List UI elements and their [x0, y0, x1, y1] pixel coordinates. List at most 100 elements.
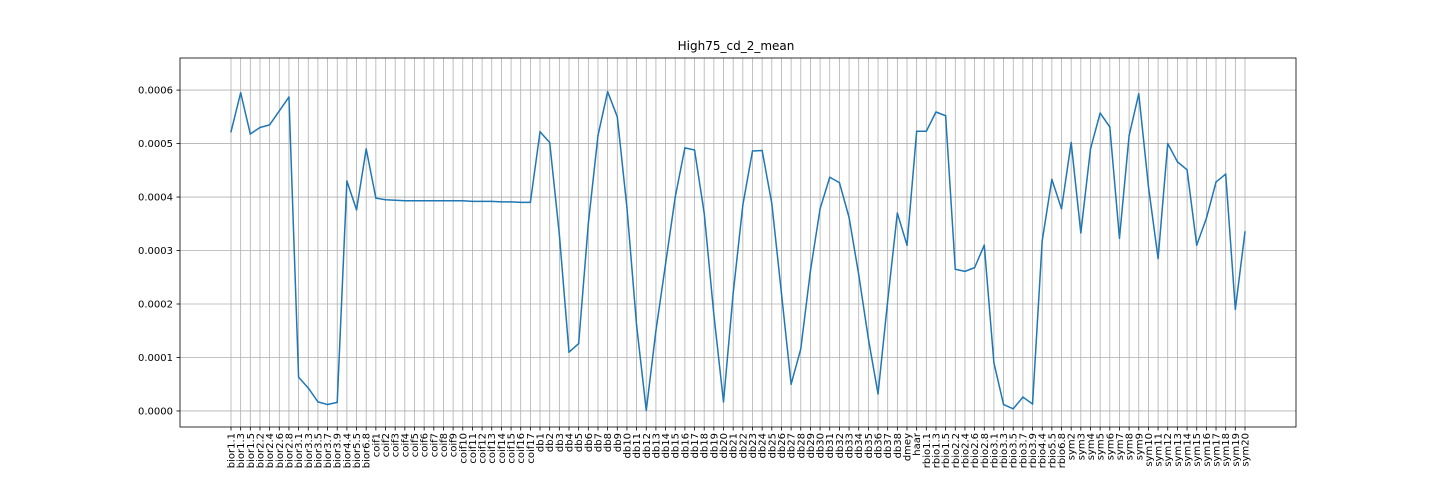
y-tick-label: 0.0003 — [138, 246, 173, 257]
x-tick-label: rbio4.4 — [1038, 433, 1049, 468]
series-line — [230, 90, 1246, 412]
x-tick-label: db12 — [642, 433, 653, 458]
x-tick-label: coif11 — [468, 433, 479, 464]
data-point — [1138, 93, 1140, 95]
data-point — [674, 196, 676, 198]
x-tick-label: bior3.5 — [313, 433, 324, 468]
data-point — [1215, 181, 1217, 183]
data-point — [230, 131, 232, 133]
data-point — [1012, 408, 1014, 410]
x-tick-label: coif13 — [487, 433, 498, 464]
data-point — [442, 200, 445, 202]
x-tick-label: rbio1.3 — [931, 433, 942, 468]
data-point — [809, 270, 812, 272]
grid-lines — [180, 58, 1296, 427]
x-tick-label: db9 — [613, 433, 624, 452]
x-tick-label: bior5.5 — [352, 433, 363, 468]
x-tick-label: coif7 — [429, 433, 440, 457]
x-tick-label: db36 — [874, 433, 885, 458]
x-tick-label: db10 — [622, 433, 633, 458]
data-point — [684, 147, 686, 149]
x-tick-label: sym13 — [1173, 433, 1184, 467]
x-tick-label: rbio1.5 — [941, 433, 952, 468]
x-tick-label: bior3.1 — [294, 433, 305, 468]
data-point — [1186, 169, 1188, 171]
data-point — [1195, 244, 1198, 246]
x-tick-label: db15 — [671, 433, 682, 458]
data-point — [346, 180, 348, 182]
data-point — [983, 244, 986, 246]
data-point — [404, 200, 406, 202]
data-point — [297, 376, 300, 379]
x-tick-label: coif4 — [400, 433, 411, 457]
data-point — [645, 409, 648, 412]
x-tick-label: coif1 — [371, 433, 382, 457]
data-point — [1041, 240, 1043, 242]
x-tick-label: db2 — [545, 433, 556, 452]
x-tick-label: db34 — [854, 433, 865, 458]
data-point — [239, 92, 242, 94]
data-point — [606, 90, 609, 93]
data-point — [616, 116, 619, 118]
x-tick-label: coif16 — [516, 433, 527, 464]
x-tick-label: rbio2.2 — [951, 433, 962, 468]
x-tick-label: db5 — [574, 433, 585, 452]
data-point — [1080, 232, 1082, 234]
x-tick-label: dmey — [903, 433, 914, 461]
x-tick-label: sym9 — [1134, 433, 1145, 460]
x-tick-label: rbio3.3 — [999, 433, 1010, 468]
x-tick-label: db30 — [816, 433, 827, 458]
x-tick-label: sym4 — [1086, 433, 1097, 460]
y-tick-label: 0.0000 — [138, 406, 173, 417]
x-tick-label: rbio3.1 — [989, 433, 1000, 468]
data-point — [288, 96, 290, 98]
data-point — [384, 198, 387, 201]
data-point — [771, 202, 773, 205]
data-point — [413, 200, 416, 202]
x-tick-label: coif5 — [410, 433, 421, 457]
data-point — [973, 266, 976, 269]
data-point — [915, 130, 918, 133]
data-point — [877, 393, 879, 395]
data-point — [500, 201, 503, 203]
data-point — [481, 200, 483, 203]
data-point — [317, 401, 319, 403]
x-tick-label: coif2 — [381, 433, 392, 457]
y-tick-label: 0.0004 — [138, 193, 173, 204]
data-point — [1128, 134, 1130, 137]
x-tick-label: db31 — [825, 433, 836, 458]
x-tick-label: sym5 — [1096, 433, 1107, 460]
x-tick-label: bior3.7 — [323, 433, 334, 468]
x-tick-label: rbio3.7 — [1018, 433, 1029, 468]
data-point — [906, 244, 908, 246]
data-point — [1147, 185, 1150, 188]
data-point — [1002, 403, 1005, 406]
x-tick-label: db13 — [651, 433, 662, 458]
x-tick-label: db21 — [729, 433, 740, 458]
x-tick-label: bior3.9 — [333, 433, 344, 468]
data-point — [539, 131, 541, 133]
x-tick-label: db33 — [845, 433, 856, 458]
data-point — [925, 130, 928, 133]
data-point — [1205, 217, 1208, 220]
data-point — [896, 212, 899, 214]
x-tick-label: haar — [912, 432, 923, 456]
x-tick-label: coif10 — [458, 433, 469, 464]
data-point — [742, 204, 744, 206]
x-tick-label: rbio2.6 — [970, 433, 981, 468]
data-point — [713, 313, 715, 316]
axes: bior1.1bior1.3bior1.5bior2.2bior2.4bior2… — [138, 57, 1297, 468]
x-tick-label: sym15 — [1192, 433, 1203, 467]
data-point — [944, 115, 947, 117]
x-tick-label: db16 — [680, 433, 691, 458]
x-tick-label: db24 — [758, 433, 769, 458]
x-tick-label: db28 — [796, 433, 807, 458]
x-tick-label: bior4.4 — [342, 433, 353, 468]
data-point — [886, 300, 889, 302]
x-tick-label: sym20 — [1241, 433, 1252, 467]
data-point — [848, 216, 850, 219]
data-point — [568, 351, 570, 353]
data-point — [964, 270, 966, 273]
data-point — [1166, 142, 1169, 145]
data-point — [780, 292, 783, 295]
